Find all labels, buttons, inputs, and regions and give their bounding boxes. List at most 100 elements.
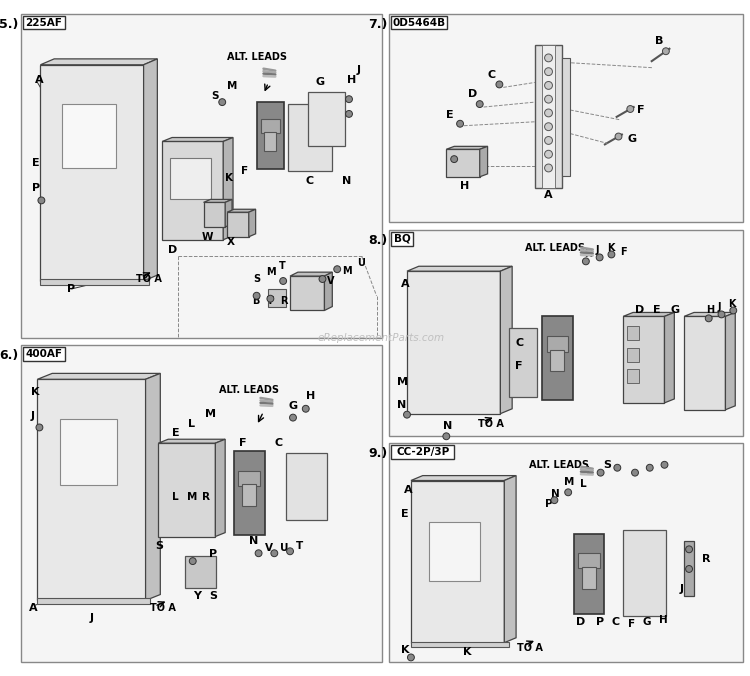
Text: F: F: [241, 166, 248, 176]
Text: T: T: [266, 295, 273, 306]
Bar: [290, 276, 325, 310]
Circle shape: [219, 99, 226, 105]
Text: A: A: [404, 485, 412, 496]
Text: S: S: [254, 274, 261, 284]
Text: C: C: [515, 338, 523, 348]
Circle shape: [267, 295, 274, 302]
Bar: [389, 14, 743, 222]
Bar: [242, 485, 256, 506]
Text: L: L: [580, 479, 586, 489]
Text: F: F: [620, 247, 627, 256]
Circle shape: [661, 461, 668, 468]
Circle shape: [596, 254, 603, 261]
Polygon shape: [325, 272, 332, 310]
Text: N: N: [398, 400, 406, 410]
Bar: [38, 598, 151, 604]
Bar: [162, 141, 224, 240]
Circle shape: [476, 101, 483, 107]
Text: 6.): 6.): [0, 349, 19, 362]
Text: J: J: [31, 410, 34, 420]
Circle shape: [686, 546, 692, 553]
Text: C: C: [274, 438, 283, 448]
Text: J: J: [718, 301, 721, 312]
Circle shape: [662, 48, 669, 55]
Bar: [22, 347, 65, 360]
Polygon shape: [143, 59, 158, 281]
Text: V: V: [328, 276, 335, 286]
Bar: [286, 453, 328, 520]
Text: F: F: [515, 360, 523, 370]
Circle shape: [334, 266, 340, 272]
Text: D: D: [576, 617, 585, 627]
Bar: [684, 316, 725, 410]
Text: L: L: [188, 418, 195, 429]
Circle shape: [451, 155, 458, 162]
Text: X: X: [227, 237, 236, 247]
Text: A: A: [34, 74, 44, 84]
Text: A: A: [401, 279, 410, 289]
Text: CC-2P/3P: CC-2P/3P: [396, 447, 449, 457]
Text: 225AF: 225AF: [26, 18, 62, 28]
Text: ALT. LEADS: ALT. LEADS: [219, 385, 279, 395]
Text: 7.): 7.): [368, 18, 387, 30]
Text: 0D5464B: 0D5464B: [393, 18, 445, 28]
Text: P: P: [544, 499, 552, 509]
Polygon shape: [203, 199, 232, 202]
Text: S: S: [211, 91, 219, 101]
Circle shape: [632, 469, 638, 476]
Text: ALT. LEADS: ALT. LEADS: [529, 460, 589, 470]
Bar: [21, 345, 382, 662]
Circle shape: [544, 164, 553, 172]
Bar: [60, 418, 117, 485]
Bar: [170, 158, 211, 199]
Text: S: S: [604, 460, 611, 470]
Circle shape: [544, 109, 553, 117]
Text: P: P: [596, 617, 604, 627]
Circle shape: [544, 82, 553, 89]
Bar: [535, 45, 562, 188]
Text: H: H: [706, 306, 714, 316]
Text: H: H: [460, 180, 470, 191]
Bar: [184, 556, 216, 587]
Text: BQ: BQ: [394, 234, 410, 244]
Polygon shape: [224, 137, 233, 240]
Text: L: L: [586, 466, 592, 476]
Text: R: R: [202, 492, 209, 502]
Polygon shape: [158, 439, 225, 443]
Text: M: M: [227, 81, 238, 91]
Polygon shape: [290, 272, 332, 276]
Bar: [550, 349, 564, 371]
Text: M: M: [398, 377, 408, 387]
Circle shape: [457, 120, 464, 127]
Circle shape: [38, 197, 45, 204]
Bar: [684, 541, 694, 596]
Text: G: G: [316, 78, 325, 87]
Text: N: N: [342, 176, 352, 186]
Text: J: J: [89, 613, 94, 623]
Circle shape: [290, 414, 296, 421]
Text: ALT. LEADS: ALT. LEADS: [227, 52, 287, 62]
Polygon shape: [146, 373, 160, 600]
Text: R: R: [280, 295, 288, 306]
Text: K: K: [463, 646, 472, 656]
Polygon shape: [446, 146, 488, 149]
Text: N: N: [443, 421, 452, 431]
Circle shape: [346, 96, 352, 103]
Text: B: B: [252, 295, 259, 306]
Text: M: M: [266, 267, 276, 277]
Bar: [260, 119, 280, 132]
Bar: [542, 316, 573, 400]
Text: E: E: [652, 306, 660, 316]
Text: A: A: [544, 191, 553, 201]
Circle shape: [627, 105, 634, 112]
Bar: [265, 132, 276, 151]
Polygon shape: [249, 210, 256, 237]
Text: C: C: [611, 617, 620, 627]
Text: K: K: [728, 299, 736, 309]
Text: F: F: [637, 105, 644, 115]
Circle shape: [565, 489, 572, 496]
Polygon shape: [480, 146, 488, 177]
Polygon shape: [664, 312, 674, 403]
Text: K: K: [608, 243, 615, 253]
Text: M: M: [342, 266, 352, 276]
